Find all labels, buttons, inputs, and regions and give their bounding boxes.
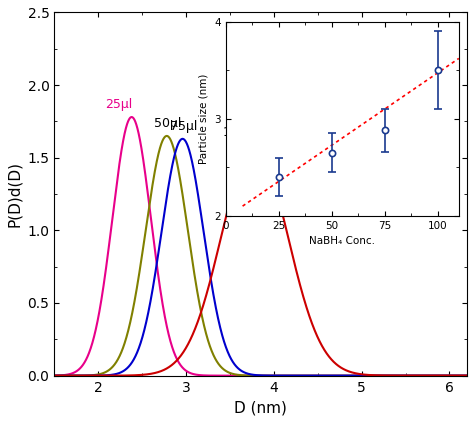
X-axis label: D (nm): D (nm): [234, 400, 287, 415]
Text: 100μl: 100μl: [223, 126, 258, 139]
Y-axis label: P(D)d(D): P(D)d(D): [7, 161, 22, 227]
Text: 75μl: 75μl: [170, 120, 198, 133]
Text: 50μl: 50μl: [154, 117, 181, 130]
Text: 25μl: 25μl: [105, 98, 133, 111]
